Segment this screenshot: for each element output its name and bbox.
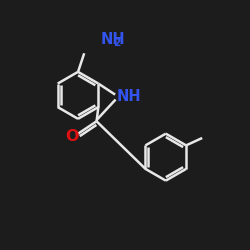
- Text: NH: NH: [116, 89, 141, 104]
- Text: O: O: [65, 128, 78, 144]
- Text: 2: 2: [113, 38, 120, 48]
- Text: NH: NH: [100, 32, 125, 47]
